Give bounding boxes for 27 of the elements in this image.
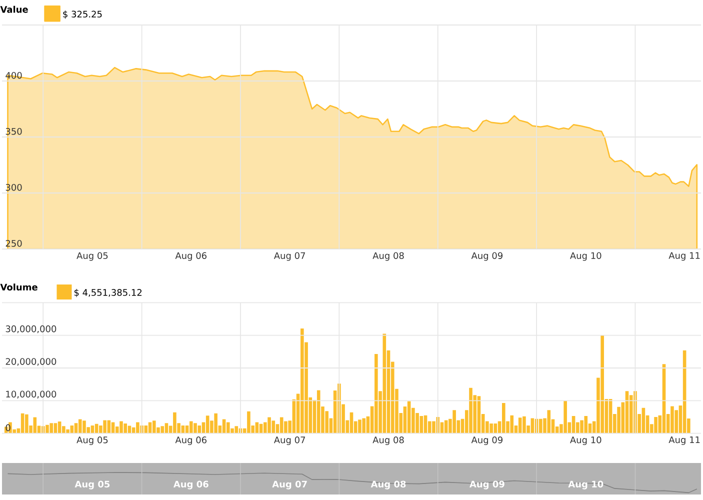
x-tick-label: Aug 05	[76, 436, 108, 446]
y-tick-label: 10,000,000	[6, 390, 56, 398]
chart-title: Volume	[0, 284, 38, 291]
x-tick-label: Aug 05	[76, 252, 108, 261]
x-tick-label: Aug 10	[568, 480, 604, 490]
y-tick-label: 20,000,000	[6, 358, 56, 366]
x-tick-label: Aug 07	[274, 252, 305, 261]
x-tick-label: Aug 09	[470, 480, 504, 490]
x-tick-label: Aug 11	[668, 436, 700, 445]
x-tick-label: Aug 07	[272, 480, 307, 490]
x-tick-label: Aug 10	[570, 436, 602, 446]
text: $ 325.25	[63, 10, 102, 19]
chart-title: Value	[0, 6, 28, 13]
x-tick-label: Aug 09	[471, 436, 502, 446]
x-tick-label: Aug 08	[370, 480, 406, 490]
x-tick-label: Aug 06	[175, 252, 207, 261]
x-tick-label: Aug 11	[668, 252, 700, 261]
x-tick-label: Aug 06	[173, 480, 208, 490]
x-tick-label: Aug 08	[372, 436, 404, 446]
y-tick-label: 30,000,000	[6, 325, 56, 334]
x-tick-label: Aug 09	[471, 252, 502, 261]
x-tick-label: Aug 10	[570, 252, 602, 261]
legend-label: $ 4,551,385.12	[74, 288, 142, 298]
x-tick-label: Aug 07	[274, 436, 305, 446]
x-tick-label: Aug 06	[175, 436, 207, 446]
x-tick-label: Aug 05	[74, 480, 110, 490]
x-tick-label: Aug 08	[372, 252, 404, 261]
